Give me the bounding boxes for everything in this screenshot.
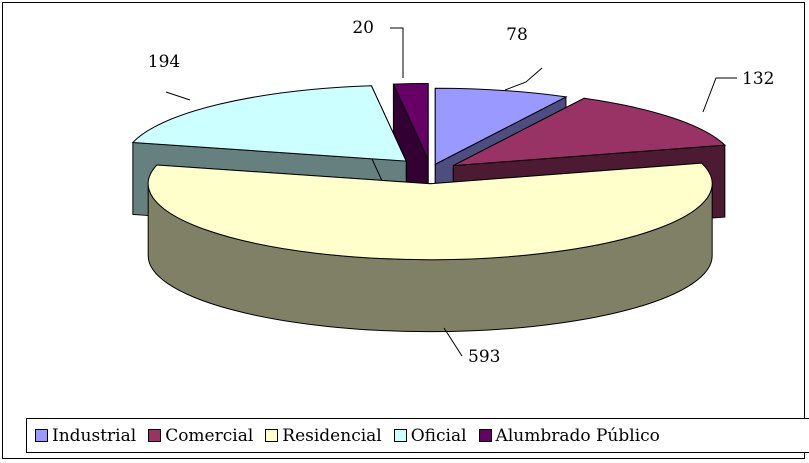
data-label: 132 — [742, 69, 774, 89]
legend-swatch — [478, 429, 492, 442]
legend-label: Comercial — [165, 425, 254, 446]
legend-swatch — [148, 429, 162, 442]
legend-label: Residencial — [282, 425, 382, 446]
legend-label: Industrial — [52, 425, 137, 446]
pie-slice-top — [147, 162, 713, 261]
pie-slice-top — [131, 85, 407, 162]
pie-slice-top — [434, 87, 568, 166]
pie-slice-top — [453, 97, 726, 167]
leader-line — [390, 27, 404, 78]
legend-swatch — [393, 429, 407, 442]
legend-label: Alumbrado Público — [495, 425, 660, 446]
legend-label: Oficial — [410, 425, 467, 446]
legend-swatch — [35, 429, 48, 442]
legend-item: Residencial — [265, 425, 382, 446]
data-label: 20 — [352, 18, 374, 38]
leader-line — [443, 327, 463, 357]
data-label: 78 — [506, 25, 528, 45]
leader-line — [165, 91, 191, 101]
chart-legend: Industrial Comercial Residencial Oficial Alu… — [26, 418, 809, 453]
pie-slice-top — [392, 83, 429, 160]
data-label: 593 — [468, 347, 500, 367]
legend-item: Alumbrado Público — [478, 425, 660, 446]
legend-item: Industrial — [35, 426, 136, 446]
legend-item: Comercial — [148, 426, 253, 446]
pie-slice-residencial — [147, 162, 713, 333]
legend-item: Oficial — [393, 425, 467, 446]
leader-line — [504, 67, 543, 91]
data-label: 194 — [148, 52, 180, 72]
legend-swatch — [265, 429, 279, 442]
leader-line — [702, 77, 737, 113]
